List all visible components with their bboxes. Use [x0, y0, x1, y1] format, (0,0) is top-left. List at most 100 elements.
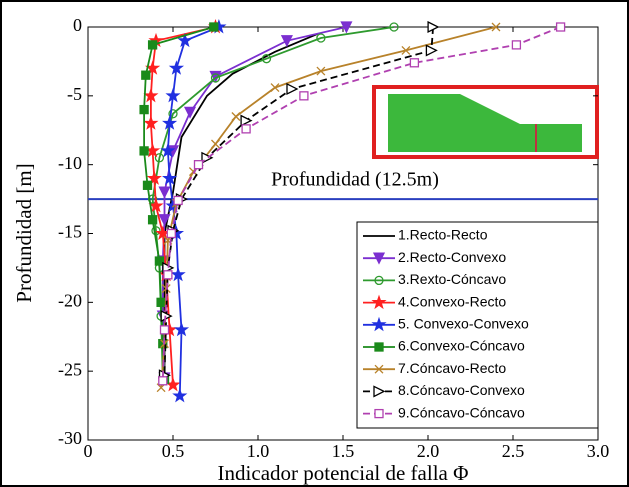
marker	[210, 73, 221, 83]
legend-label: 8.Cóncavo-Convexo	[398, 382, 525, 398]
marker	[141, 70, 151, 80]
legend-label: 5. Convexo-Convexo	[398, 316, 529, 332]
marker	[211, 139, 220, 149]
legend-label: 7.Cóncavo-Recto	[398, 360, 506, 376]
marker	[177, 32, 193, 48]
marker	[162, 170, 178, 185]
marker	[158, 186, 171, 199]
marker	[158, 376, 168, 386]
marker	[340, 21, 353, 34]
marker	[143, 87, 159, 103]
marker	[280, 35, 293, 48]
legend-marker	[372, 252, 386, 265]
x-tick-label: 0.5	[162, 441, 185, 461]
x-tick-label: 3.0	[587, 441, 610, 461]
marker	[151, 226, 161, 236]
marker	[170, 266, 186, 282]
y-tick-label: -20	[58, 290, 82, 310]
y-tick-label: -10	[58, 153, 82, 173]
marker	[183, 106, 197, 119]
marker	[166, 228, 176, 239]
y-tick-label: 0	[73, 15, 82, 35]
legend-marker	[373, 385, 386, 398]
marker	[147, 40, 158, 50]
legend-label: 9.Cóncavo-Cóncavo	[398, 404, 525, 420]
marker	[427, 20, 440, 34]
legend-marker	[371, 294, 387, 310]
marker	[147, 194, 158, 204]
marker	[142, 180, 153, 190]
legend-marker	[374, 275, 384, 286]
marker	[148, 198, 164, 213]
marker	[491, 22, 501, 32]
marker	[168, 60, 185, 75]
marker	[139, 146, 149, 156]
marker	[299, 91, 309, 101]
marker	[159, 325, 170, 335]
marker	[154, 153, 165, 163]
marker	[209, 22, 219, 32]
marker	[172, 387, 188, 403]
marker	[270, 83, 280, 93]
marker	[168, 109, 178, 119]
marker	[173, 321, 190, 337]
legend-label: 2.Recto-Convexo	[398, 249, 506, 265]
marker	[158, 338, 168, 349]
legend: 1.Recto-Recto 2.Recto-Convexo 3.Rexto-Cónc…	[356, 221, 599, 429]
marker	[163, 270, 173, 280]
x-tick-label: 2.5	[502, 441, 525, 461]
marker	[173, 195, 183, 206]
x-axis-label: Indicador potencial de falla Φ	[218, 461, 469, 485]
marker	[316, 33, 326, 43]
legend-label: 1.Recto-Recto	[398, 227, 488, 243]
marker	[241, 124, 251, 134]
marker	[156, 297, 166, 307]
marker	[240, 114, 253, 127]
marker	[158, 214, 171, 227]
legend-label: 3.Rexto-Cóncavo	[398, 271, 506, 287]
marker	[143, 115, 159, 130]
legend-marker	[374, 364, 384, 374]
legend-marker	[371, 316, 387, 332]
x-tick-label: 1.0	[247, 441, 270, 461]
y-tick-label: -5	[67, 84, 82, 104]
legend-label: 4.Convexo-Recto	[398, 293, 506, 309]
marker	[154, 256, 165, 266]
marker	[165, 87, 181, 103]
marker	[316, 66, 326, 76]
marker	[286, 82, 299, 96]
marker	[389, 22, 399, 32]
marker	[147, 215, 158, 225]
annotation: Profundidad (12.5m)	[271, 169, 439, 191]
marker	[162, 115, 178, 130]
x-tick-label: 1.5	[332, 441, 355, 461]
legend-box	[356, 221, 599, 429]
y-tick-label: -30	[58, 428, 82, 448]
marker	[401, 45, 411, 55]
inset-slope	[388, 94, 582, 152]
x-tick-label: 0	[84, 441, 93, 461]
marker	[193, 160, 204, 170]
legend-label: 6.Convexo-Cóncavo	[398, 338, 525, 354]
marker	[139, 104, 149, 115]
marker	[555, 22, 566, 32]
y-axis-label: Profundidad [m]	[12, 163, 36, 302]
legend-marker	[374, 342, 384, 352]
y-tick-label: -15	[58, 222, 82, 242]
legend-marker	[374, 408, 384, 419]
marker	[511, 40, 522, 50]
marker	[425, 44, 438, 57]
marker	[409, 58, 420, 68]
x-tick-label: 2.0	[417, 441, 440, 461]
marker	[160, 142, 176, 158]
marker	[231, 112, 241, 121]
inset	[372, 85, 599, 159]
marker	[146, 170, 162, 185]
series-line	[161, 26, 561, 381]
series-line	[166, 26, 220, 396]
marker	[261, 54, 272, 64]
y-tick-label: -25	[58, 359, 82, 379]
series-line	[163, 26, 434, 376]
